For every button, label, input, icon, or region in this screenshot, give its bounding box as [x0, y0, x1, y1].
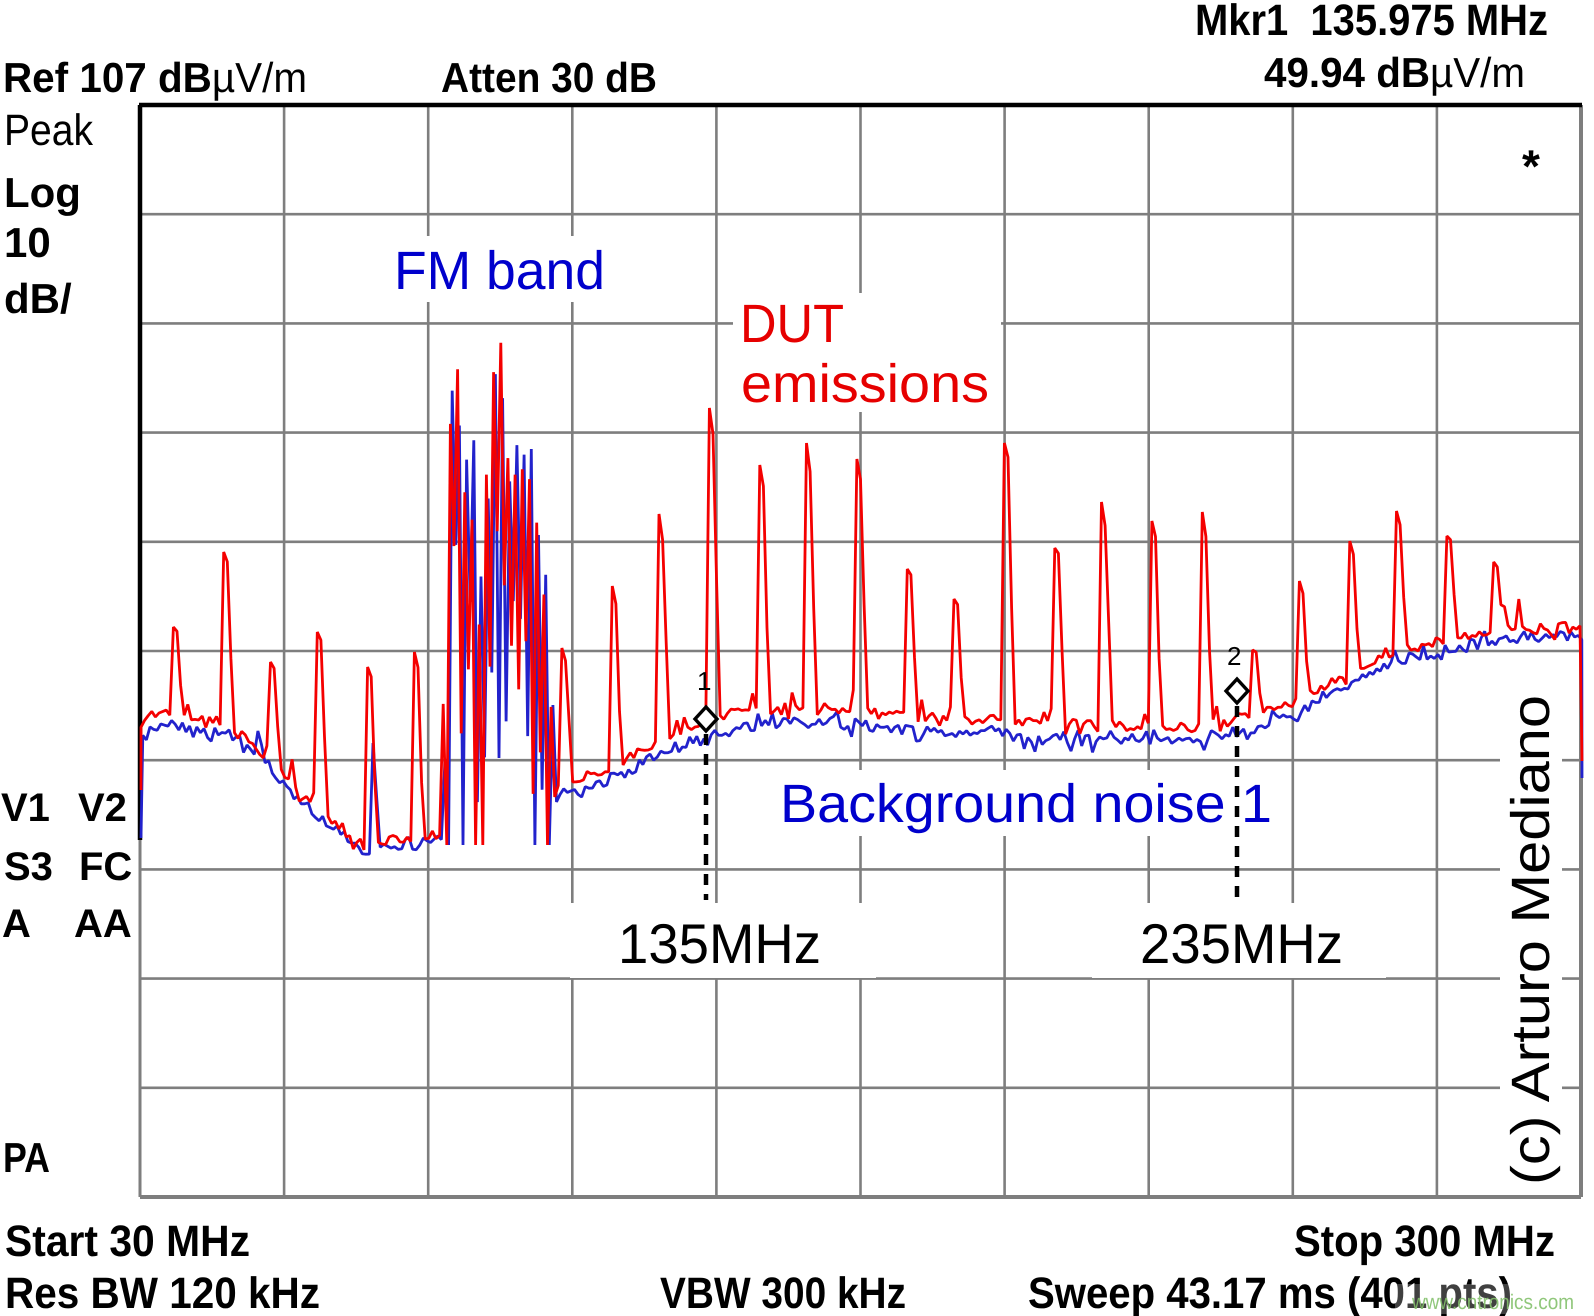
svg-text:VBW 300 kHz: VBW 300 kHz: [660, 1269, 906, 1316]
svg-text:*: *: [1522, 140, 1540, 192]
svg-text:235MHz: 235MHz: [1140, 912, 1343, 975]
svg-text:2: 2: [1227, 641, 1241, 671]
svg-text:S3: S3: [4, 845, 53, 889]
svg-text:AA: AA: [74, 902, 132, 946]
svg-text:Mkr1 135.975 MHz: Mkr1 135.975 MHz: [1195, 0, 1548, 45]
svg-text:Background noise 1: Background noise 1: [780, 774, 1272, 834]
svg-text:Ref 107 dBµV/m: Ref 107 dBµV/m: [3, 54, 307, 101]
svg-text:Stop 300 MHz: Stop 300 MHz: [1294, 1217, 1555, 1266]
svg-text:1: 1: [697, 666, 711, 696]
svg-text:V2: V2: [78, 786, 127, 830]
svg-text:dB/: dB/: [4, 275, 72, 322]
svg-text:A: A: [2, 902, 31, 946]
svg-text:emissions: emissions: [741, 354, 989, 414]
svg-text:Log: Log: [4, 169, 81, 216]
svg-text:49.94 dBµV/m: 49.94 dBµV/m: [1264, 49, 1525, 96]
svg-text:DUT: DUT: [740, 294, 844, 354]
svg-text:PA: PA: [3, 1134, 50, 1181]
svg-text:135MHz: 135MHz: [618, 912, 821, 975]
svg-text:www.cntronics.com: www.cntronics.com: [1411, 1291, 1574, 1314]
svg-text:Atten 30 dB: Atten 30 dB: [441, 54, 657, 101]
svg-text:Sweep 43.17 ms (401 pts): Sweep 43.17 ms (401 pts): [1028, 1269, 1512, 1316]
svg-text:10: 10: [4, 219, 51, 266]
svg-text:FM band: FM band: [394, 241, 605, 301]
svg-text:Peak: Peak: [4, 106, 94, 155]
svg-text:Start 30 MHz: Start 30 MHz: [5, 1217, 250, 1266]
svg-text:(c) Arturo Mediano: (c) Arturo Mediano: [1501, 695, 1561, 1185]
svg-text:Res BW 120 kHz: Res BW 120 kHz: [5, 1269, 320, 1316]
svg-text:FC: FC: [79, 845, 132, 889]
svg-text:V1: V1: [1, 786, 50, 830]
